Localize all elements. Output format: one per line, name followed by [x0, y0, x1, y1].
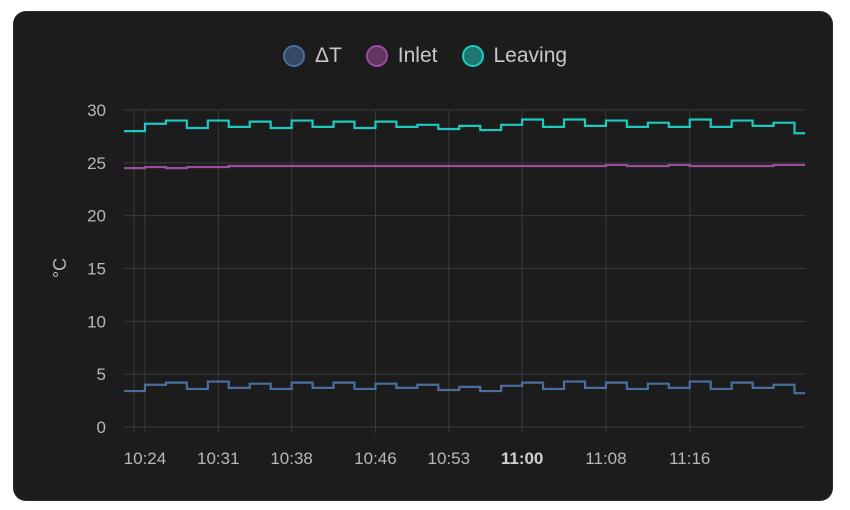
y-tick-label: 0: [97, 418, 106, 437]
legend-item-2[interactable]: Leaving: [461, 44, 568, 68]
y-tick-label: 30: [87, 101, 106, 120]
x-tick-label: 10:46: [354, 449, 397, 468]
y-tick-label: 5: [97, 365, 106, 384]
series-line-2: [124, 118, 805, 135]
y-tick-label: 20: [87, 207, 106, 226]
legend-item-1[interactable]: Inlet: [365, 44, 438, 68]
legend-label: ΔT: [314, 44, 342, 67]
legend-item-0[interactable]: ΔT: [282, 44, 342, 68]
x-tick-label: 10:24: [124, 449, 167, 468]
x-tick-label: 11:08: [585, 449, 626, 468]
x-tick-label: 10:38: [270, 449, 313, 468]
y-axis-label: °C: [50, 258, 70, 278]
x-tick-label: 10:53: [428, 449, 471, 468]
x-tick-label: 11:16: [669, 449, 710, 468]
y-tick-label: 15: [87, 260, 106, 279]
series-line-0: [124, 380, 805, 395]
legend-swatch-icon: [365, 45, 388, 67]
chart-card: [14, 12, 832, 500]
chart-legend: ΔT Inlet Leaving: [0, 44, 850, 68]
legend-label: Leaving: [493, 44, 568, 67]
y-tick-label: 10: [87, 312, 106, 331]
y-tick-label: 25: [87, 154, 106, 173]
series-line-1: [124, 163, 805, 170]
legend-swatch-icon: [282, 45, 305, 67]
legend-swatch-icon: [461, 45, 484, 67]
x-tick-label: 11:00: [501, 449, 544, 468]
legend-label: Inlet: [397, 44, 438, 67]
x-tick-label: 10:31: [197, 449, 240, 468]
